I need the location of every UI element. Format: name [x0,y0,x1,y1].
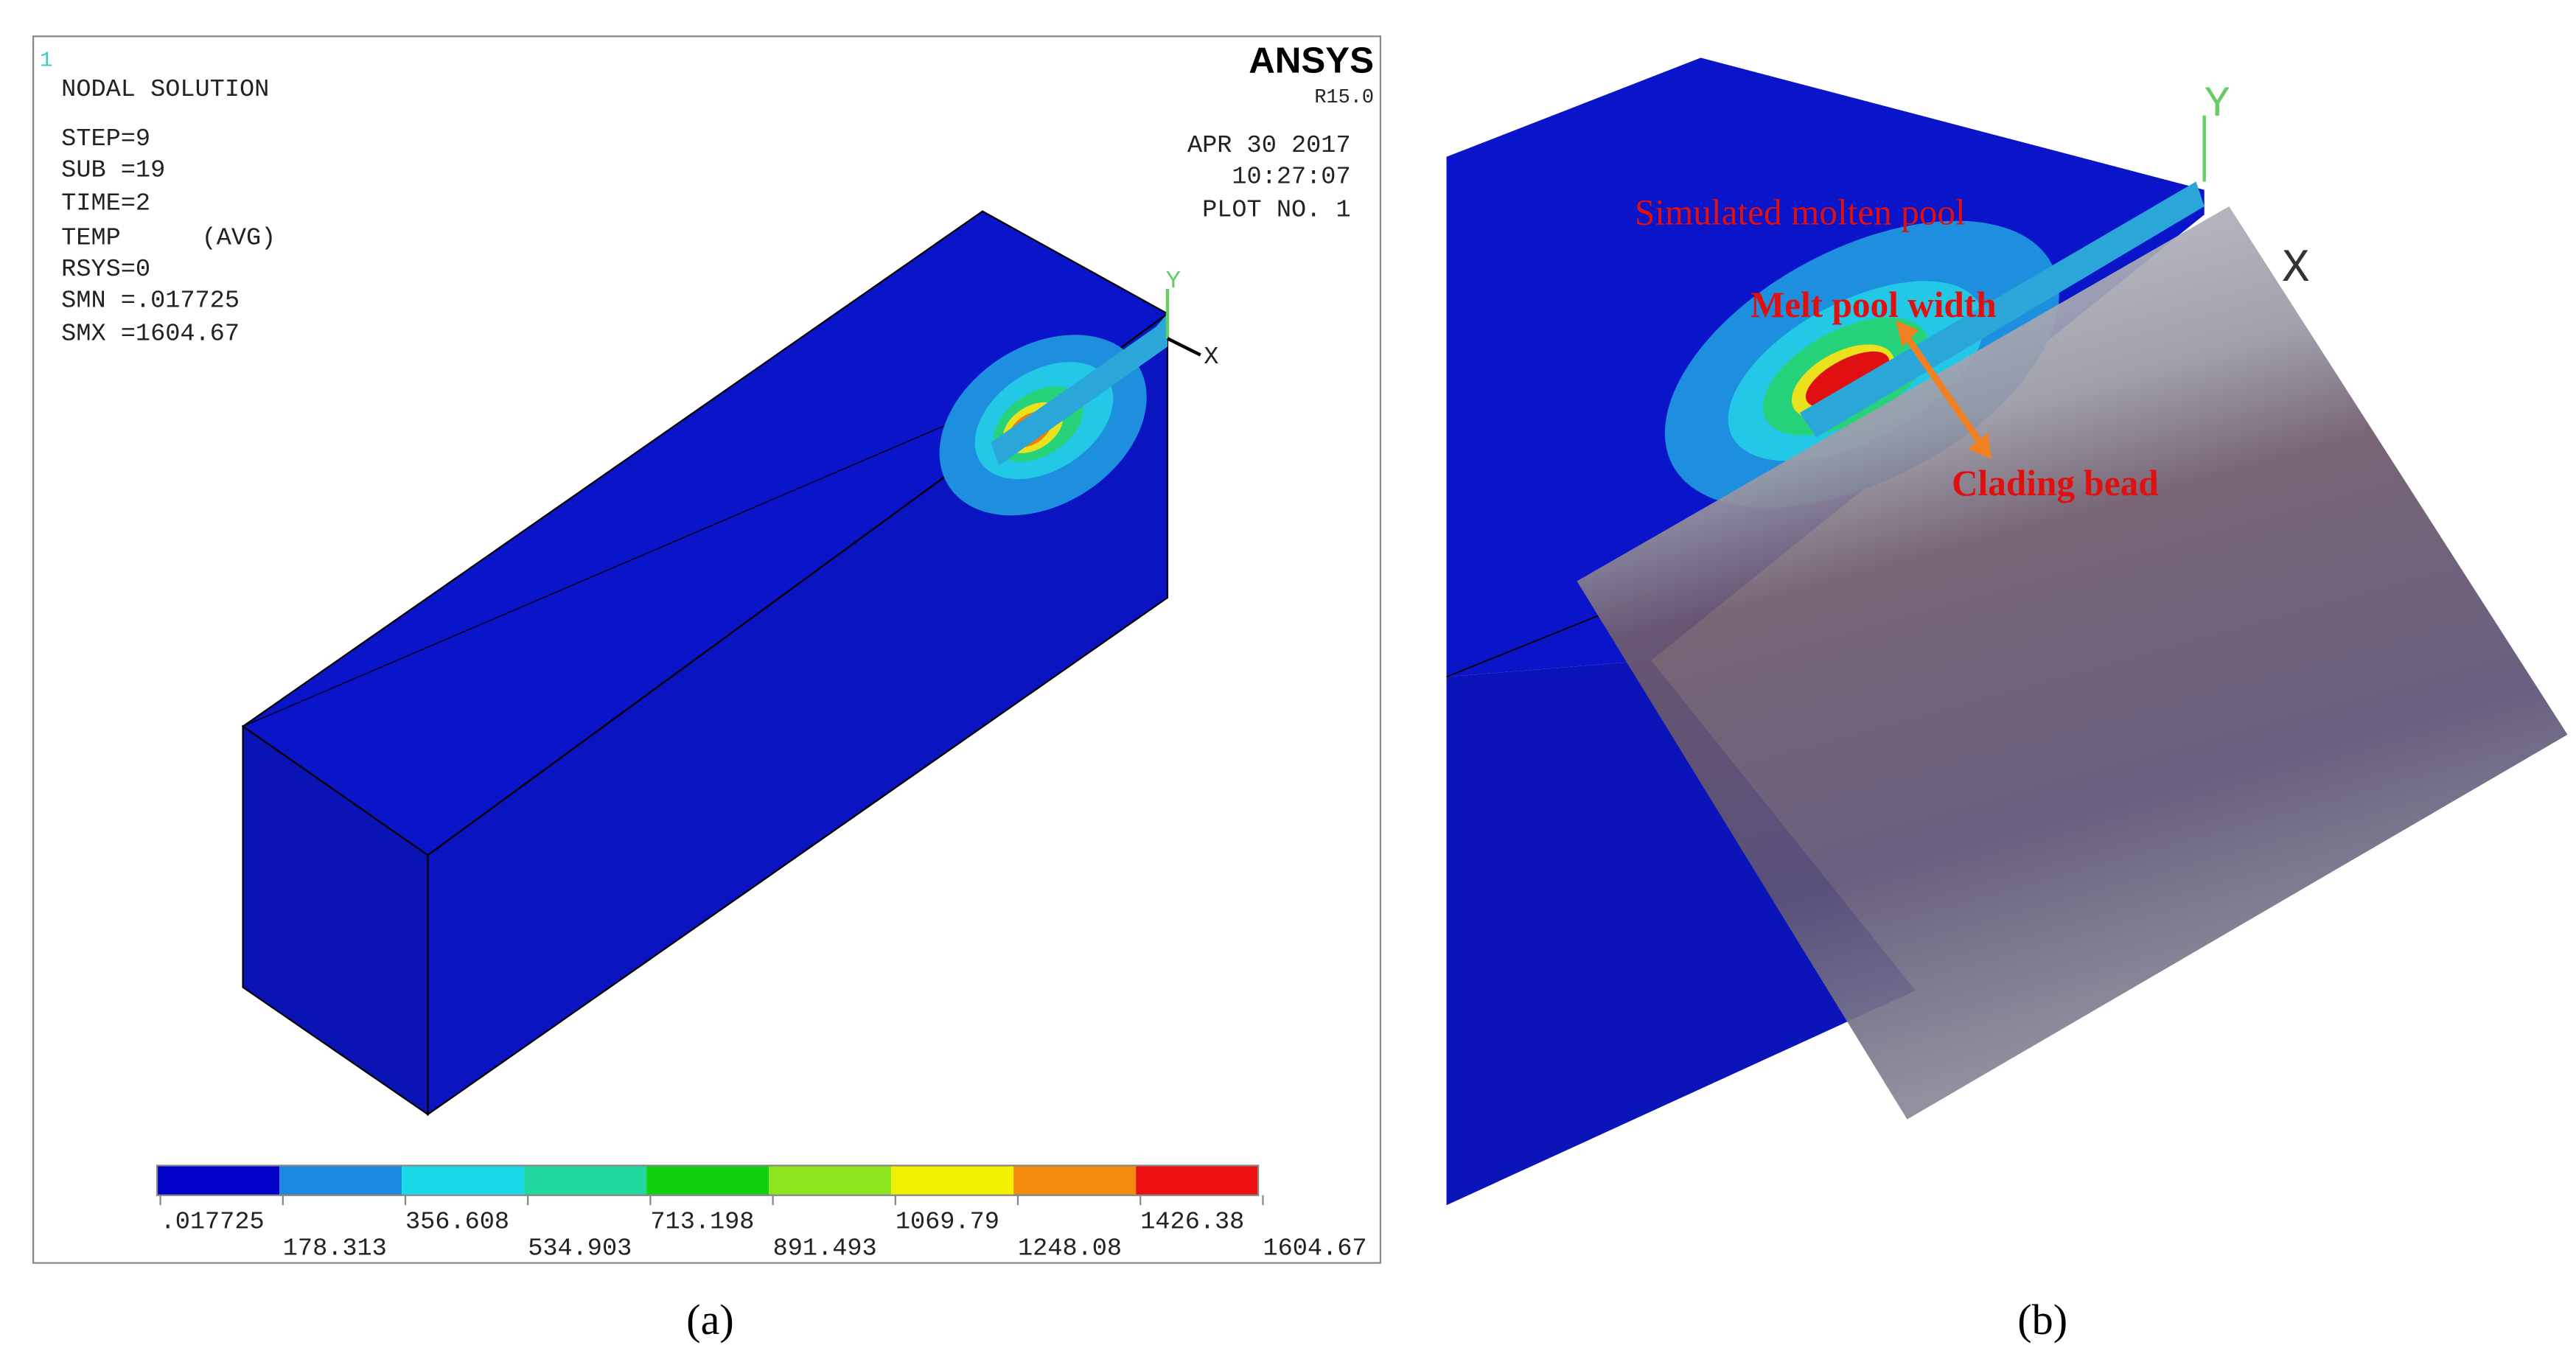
brand: ANSYS [1249,41,1374,81]
colorbar-label: 1248.08 [1018,1234,1122,1263]
colorbar-segment [279,1165,402,1195]
bead [1799,181,2205,438]
colorbar: .017725 178.313 356.608 534.903 713.198 891.4… [156,1164,1367,1263]
header-line: SUB =19 [61,157,165,185]
colorbar-segment [1013,1165,1137,1195]
colorbar-border [156,1164,1260,1196]
width-arrow [1899,328,1988,451]
header-line: NODAL SOLUTION [61,76,269,104]
plot-number: PLOT NO. 1 [1202,196,1351,224]
colorbar-segment [1136,1165,1259,1195]
avg-label: (AVG) [202,225,276,253]
header-line: RSYS=0 [61,256,150,284]
colorbar-segment [769,1165,892,1195]
side-face [427,312,1169,1117]
axis-x: X [2282,242,2310,295]
header-line: STEP=9 [61,125,150,153]
time: 10:27:07 [1232,164,1350,192]
colorbar-label: 1069.79 [896,1209,999,1237]
front-face [1446,660,1916,1206]
colorbar-segment [891,1165,1014,1195]
header-line: TEMP [61,225,121,253]
colorbar-segment [524,1165,647,1195]
axis-y: Y [2205,81,2230,129]
x-axis-arrow [1166,337,1201,357]
header-line: SMN =.017725 [61,287,240,315]
colorbar-segment [157,1165,280,1195]
panel-a: 1 NODAL SOLUTION STEP=9 SUB =19 TIME=2 TEMP R… [32,35,1382,1344]
photo-overlay [1577,206,2568,1120]
colorbar-label: 356.608 [405,1209,509,1237]
axis-y: Y [1166,268,1181,296]
label: Clading bead [1952,463,2159,503]
caption: (b) [2017,1296,2067,1344]
caption: (a) [686,1296,734,1344]
panel-b: Y X Simulated molten pool Melt pool widt… [1446,57,2568,1344]
colorbar-label: 534.903 [528,1234,632,1263]
arrow-head [1895,320,1919,347]
label: Simulated molten pool [1635,192,1966,233]
colorbar-label: 1604.67 [1263,1234,1366,1263]
colorbar-segment [646,1165,769,1195]
window-number: 1 [40,49,52,73]
colorbar-label: 713.198 [650,1209,754,1237]
colorbar-label: 178.313 [283,1234,387,1263]
bead [991,313,1167,466]
date: APR 30 2017 [1187,132,1351,160]
colorbar-segment [402,1165,525,1195]
version: R15.0 [1314,87,1374,109]
arrow-head [1968,432,1992,459]
header-line: SMX =1604.67 [61,320,240,348]
colorbar-label: .017725 [161,1209,265,1237]
axis-x: X [1204,343,1218,371]
colorbar-label: 891.493 [773,1234,877,1263]
colorbar-label: 1426.38 [1140,1209,1244,1237]
header-line: TIME=2 [61,189,150,217]
label: Melt pool width [1751,284,1997,325]
